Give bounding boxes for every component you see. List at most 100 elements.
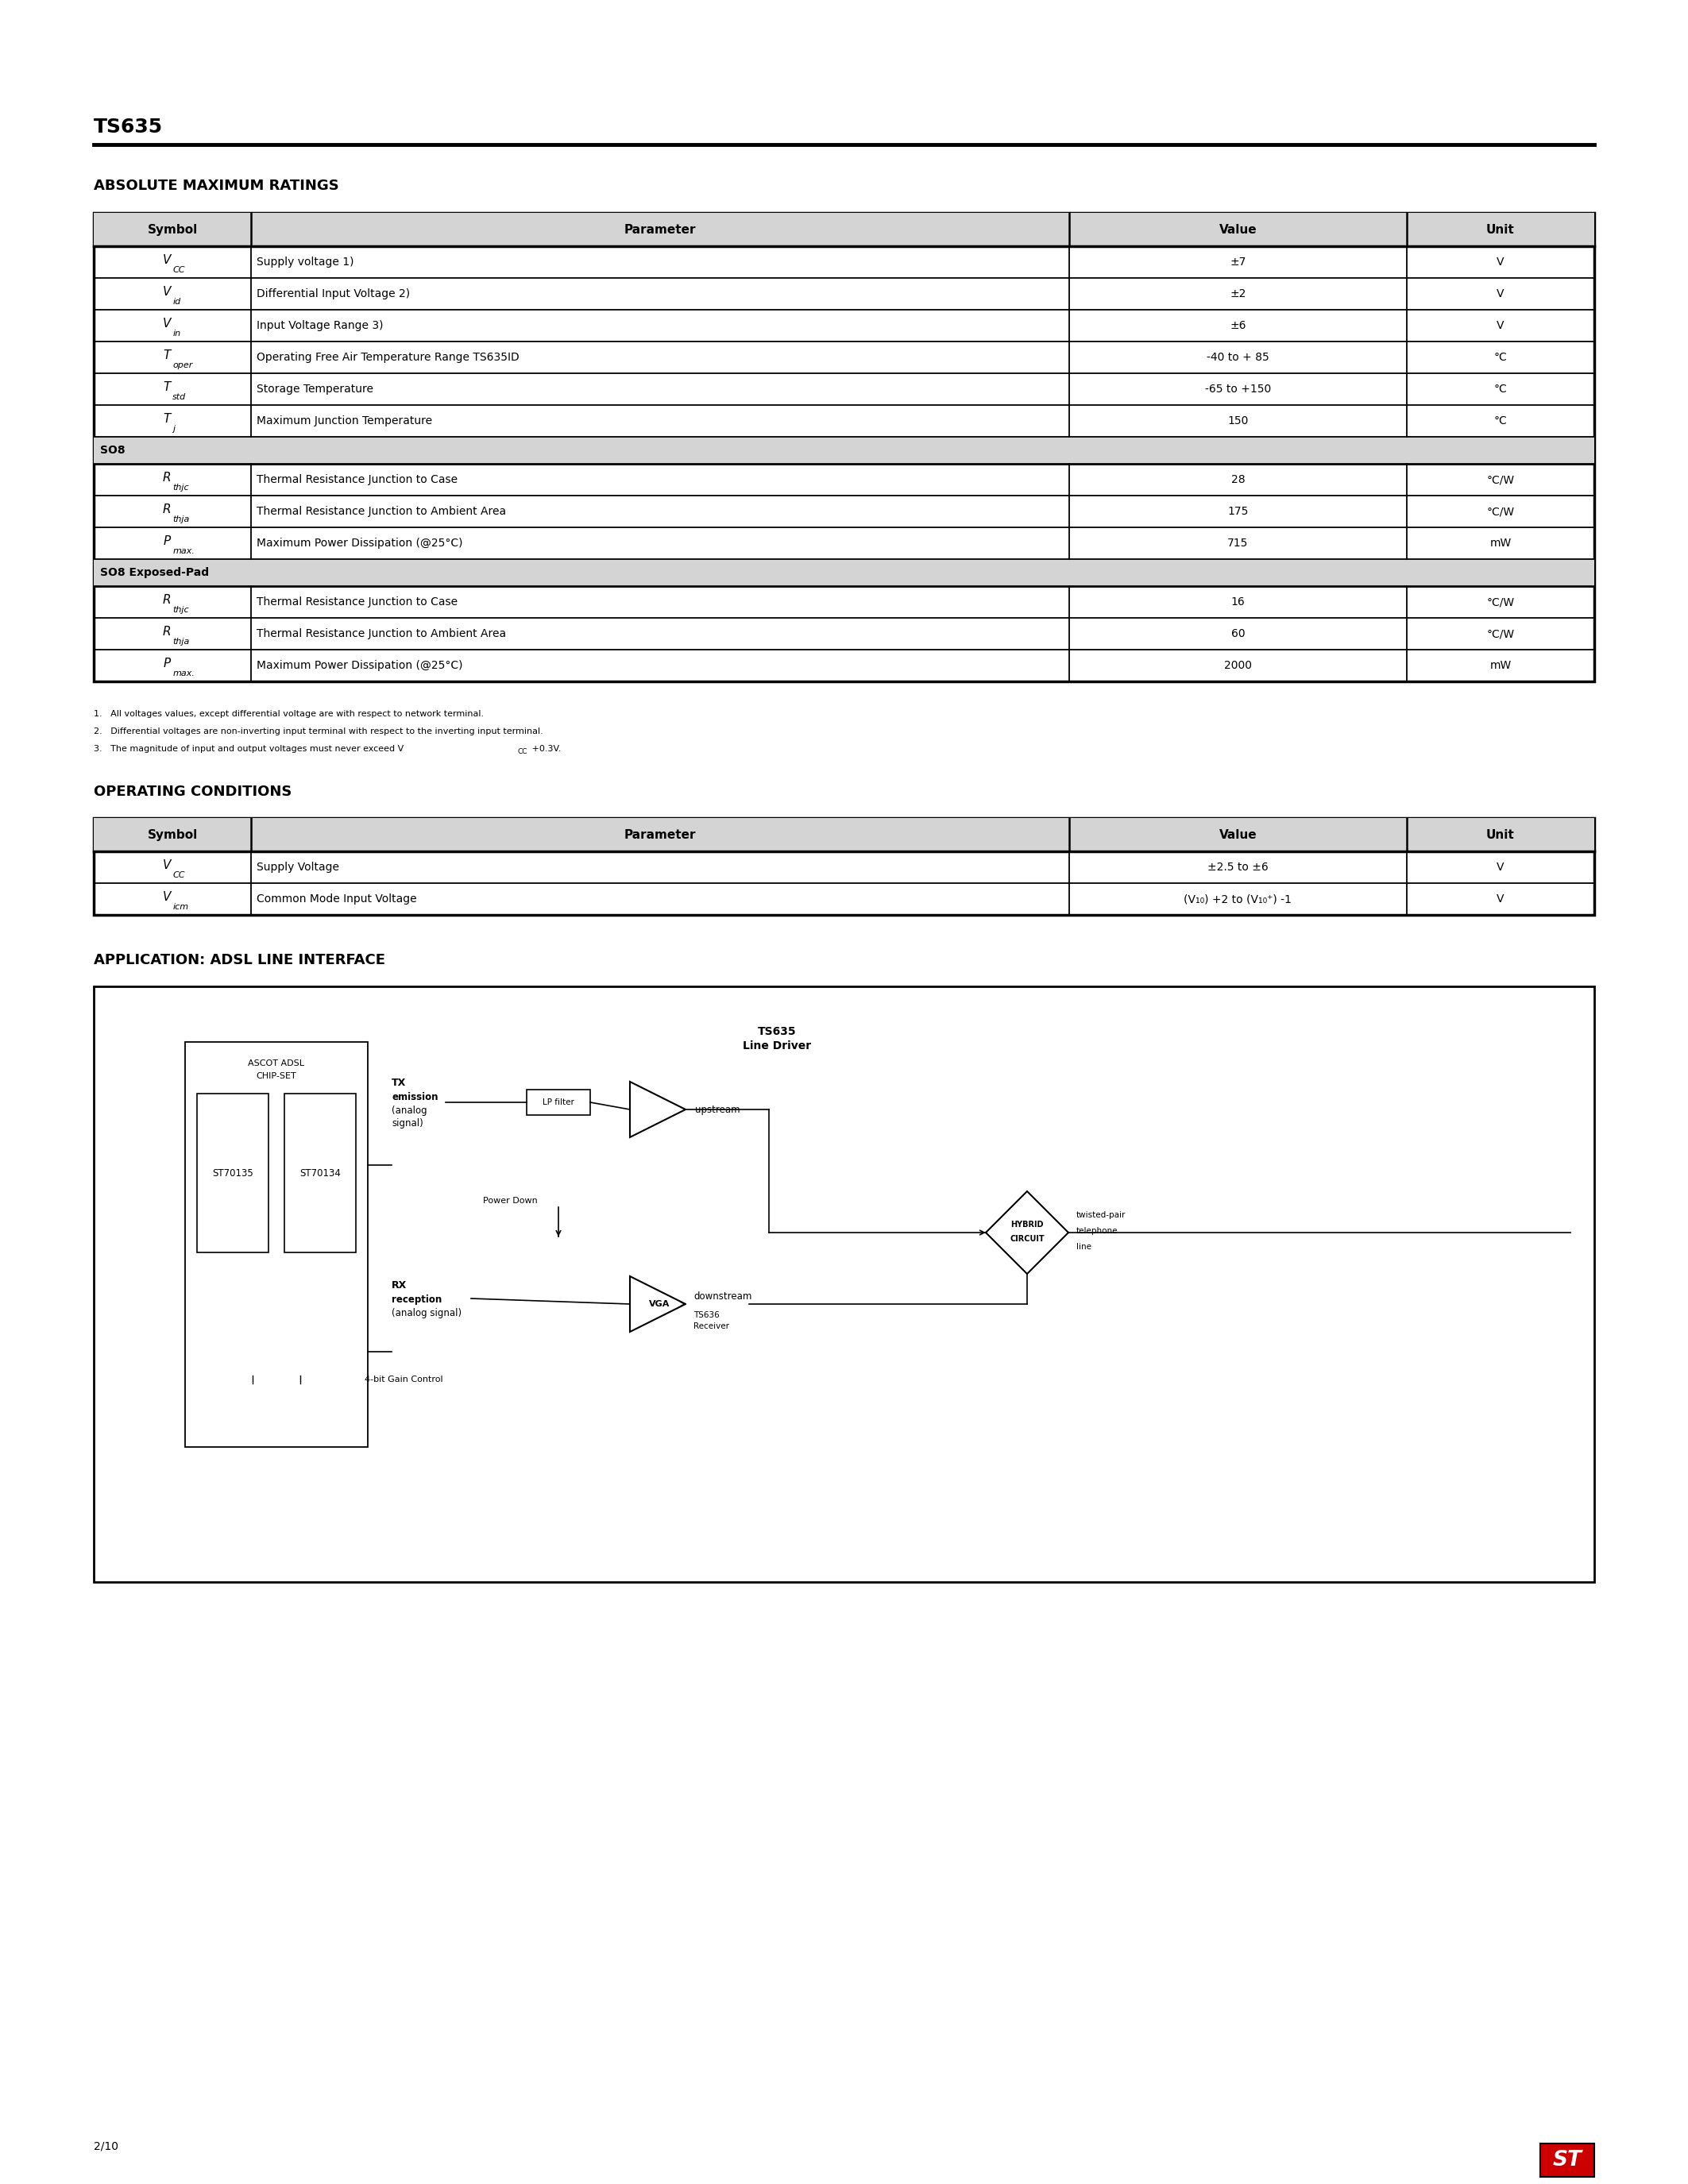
Text: Thermal Resistance Junction to Case: Thermal Resistance Junction to Case (257, 596, 457, 607)
Text: 3.   The magnitude of input and output voltages must never exceed V: 3. The magnitude of input and output vol… (95, 745, 403, 753)
Text: Maximum Power Dissipation (@25°C): Maximum Power Dissipation (@25°C) (257, 537, 463, 548)
Text: CC: CC (172, 871, 184, 880)
Text: CC: CC (518, 749, 528, 756)
Text: R: R (162, 472, 170, 483)
Text: V: V (162, 253, 170, 266)
Text: Storage Temperature: Storage Temperature (257, 384, 373, 395)
Text: 715: 715 (1227, 537, 1249, 548)
Text: ±7: ±7 (1231, 256, 1246, 269)
Text: Unit: Unit (1487, 223, 1514, 236)
Text: 60: 60 (1231, 629, 1244, 640)
Text: VGA: VGA (648, 1299, 670, 1308)
Text: (analog signal): (analog signal) (392, 1308, 461, 1319)
Text: T: T (164, 413, 170, 424)
Text: CHIP-SET: CHIP-SET (257, 1072, 297, 1081)
Text: mW: mW (1491, 537, 1511, 548)
Text: ±2: ±2 (1231, 288, 1246, 299)
Text: telephone: telephone (1077, 1227, 1117, 1234)
Polygon shape (986, 1190, 1069, 1273)
Text: V: V (1497, 256, 1504, 269)
Text: ST: ST (1553, 2149, 1582, 2171)
Text: RX: RX (392, 1280, 407, 1291)
Text: Maximum Power Dissipation (@25°C): Maximum Power Dissipation (@25°C) (257, 660, 463, 670)
Text: SO8: SO8 (100, 446, 125, 456)
Text: V: V (1497, 288, 1504, 299)
Text: HYBRID: HYBRID (1011, 1221, 1043, 1230)
Text: Symbol: Symbol (147, 223, 197, 236)
Text: P: P (164, 657, 170, 668)
Text: thja: thja (172, 638, 189, 646)
Text: CIRCUIT: CIRCUIT (1009, 1234, 1045, 1243)
Text: Thermal Resistance Junction to Case: Thermal Resistance Junction to Case (257, 474, 457, 485)
Text: ST70134: ST70134 (299, 1168, 341, 1177)
Text: T: T (164, 380, 170, 393)
Text: signal): signal) (392, 1118, 424, 1129)
Text: -65 to +150: -65 to +150 (1205, 384, 1271, 395)
FancyBboxPatch shape (95, 819, 1593, 915)
Polygon shape (630, 1081, 685, 1138)
Text: V: V (162, 891, 170, 902)
Text: CC: CC (172, 266, 184, 273)
Text: ±6: ±6 (1231, 321, 1246, 332)
Text: thja: thja (172, 515, 189, 524)
Bar (95, 987, 1593, 1581)
Text: (V₁₀) +2 to (V₁₀⁺) -1: (V₁₀) +2 to (V₁₀⁺) -1 (1183, 893, 1291, 904)
Text: ±2.5 to ±6: ±2.5 to ±6 (1207, 863, 1268, 874)
Text: 28: 28 (1231, 474, 1244, 485)
Text: Operating Free Air Temperature Range TS635ID: Operating Free Air Temperature Range TS6… (257, 352, 520, 363)
Text: 175: 175 (1227, 507, 1249, 518)
Text: in: in (172, 330, 181, 339)
Text: id: id (172, 297, 181, 306)
Text: T: T (164, 349, 170, 360)
Text: R: R (162, 594, 170, 605)
Bar (95, 437, 1593, 463)
Text: V: V (162, 286, 170, 297)
Text: ABSOLUTE MAXIMUM RATINGS: ABSOLUTE MAXIMUM RATINGS (95, 179, 339, 192)
Text: R: R (162, 502, 170, 515)
Text: 1.   All voltages values, except differential voltage are with respect to networ: 1. All voltages values, except different… (95, 710, 484, 719)
Text: max.: max. (172, 670, 194, 677)
Text: TS635: TS635 (758, 1026, 797, 1037)
Text: V: V (162, 317, 170, 330)
Text: °C/W: °C/W (1487, 507, 1514, 518)
Text: °C: °C (1494, 352, 1507, 363)
Text: line: line (1077, 1243, 1092, 1251)
Text: max.: max. (172, 548, 194, 555)
Text: reception: reception (392, 1295, 442, 1304)
Bar (1539, 2143, 1593, 2177)
Text: TS636: TS636 (694, 1310, 719, 1319)
Text: mW: mW (1491, 660, 1511, 670)
Text: emission: emission (392, 1092, 439, 1103)
Text: Power Down: Power Down (483, 1197, 537, 1206)
Text: -40 to + 85: -40 to + 85 (1207, 352, 1269, 363)
Text: LP filter: LP filter (542, 1099, 574, 1107)
FancyBboxPatch shape (95, 212, 1593, 681)
Text: SO8 Exposed-Pad: SO8 Exposed-Pad (100, 568, 209, 579)
Text: ASCOT ADSL: ASCOT ADSL (248, 1059, 304, 1068)
Text: Maximum Junction Temperature: Maximum Junction Temperature (257, 415, 432, 426)
Text: Parameter: Parameter (625, 828, 695, 841)
Text: Line Driver: Line Driver (743, 1040, 812, 1051)
Bar (95, 212, 1593, 247)
Text: ST70135: ST70135 (213, 1168, 253, 1177)
Text: V: V (1497, 863, 1504, 874)
Text: twisted-pair: twisted-pair (1077, 1212, 1126, 1219)
Text: Differential Input Voltage 2): Differential Input Voltage 2) (257, 288, 410, 299)
Text: std: std (172, 393, 186, 402)
Text: APPLICATION: ADSL LINE INTERFACE: APPLICATION: ADSL LINE INTERFACE (95, 952, 385, 968)
Text: downstream: downstream (694, 1291, 751, 1302)
Text: °C/W: °C/W (1487, 596, 1514, 607)
Text: thjc: thjc (172, 483, 189, 491)
Text: 2000: 2000 (1224, 660, 1252, 670)
Text: 2/10: 2/10 (95, 2140, 118, 2151)
Text: V: V (1497, 321, 1504, 332)
Bar (197, 1094, 268, 1251)
Text: 150: 150 (1227, 415, 1249, 426)
Text: P: P (164, 535, 170, 546)
Text: Receiver: Receiver (694, 1321, 729, 1330)
Bar (95, 819, 1593, 852)
Text: j: j (172, 426, 176, 432)
Text: OPERATING CONDITIONS: OPERATING CONDITIONS (95, 784, 292, 799)
Bar (186, 1042, 368, 1448)
Text: Input Voltage Range 3): Input Voltage Range 3) (257, 321, 383, 332)
